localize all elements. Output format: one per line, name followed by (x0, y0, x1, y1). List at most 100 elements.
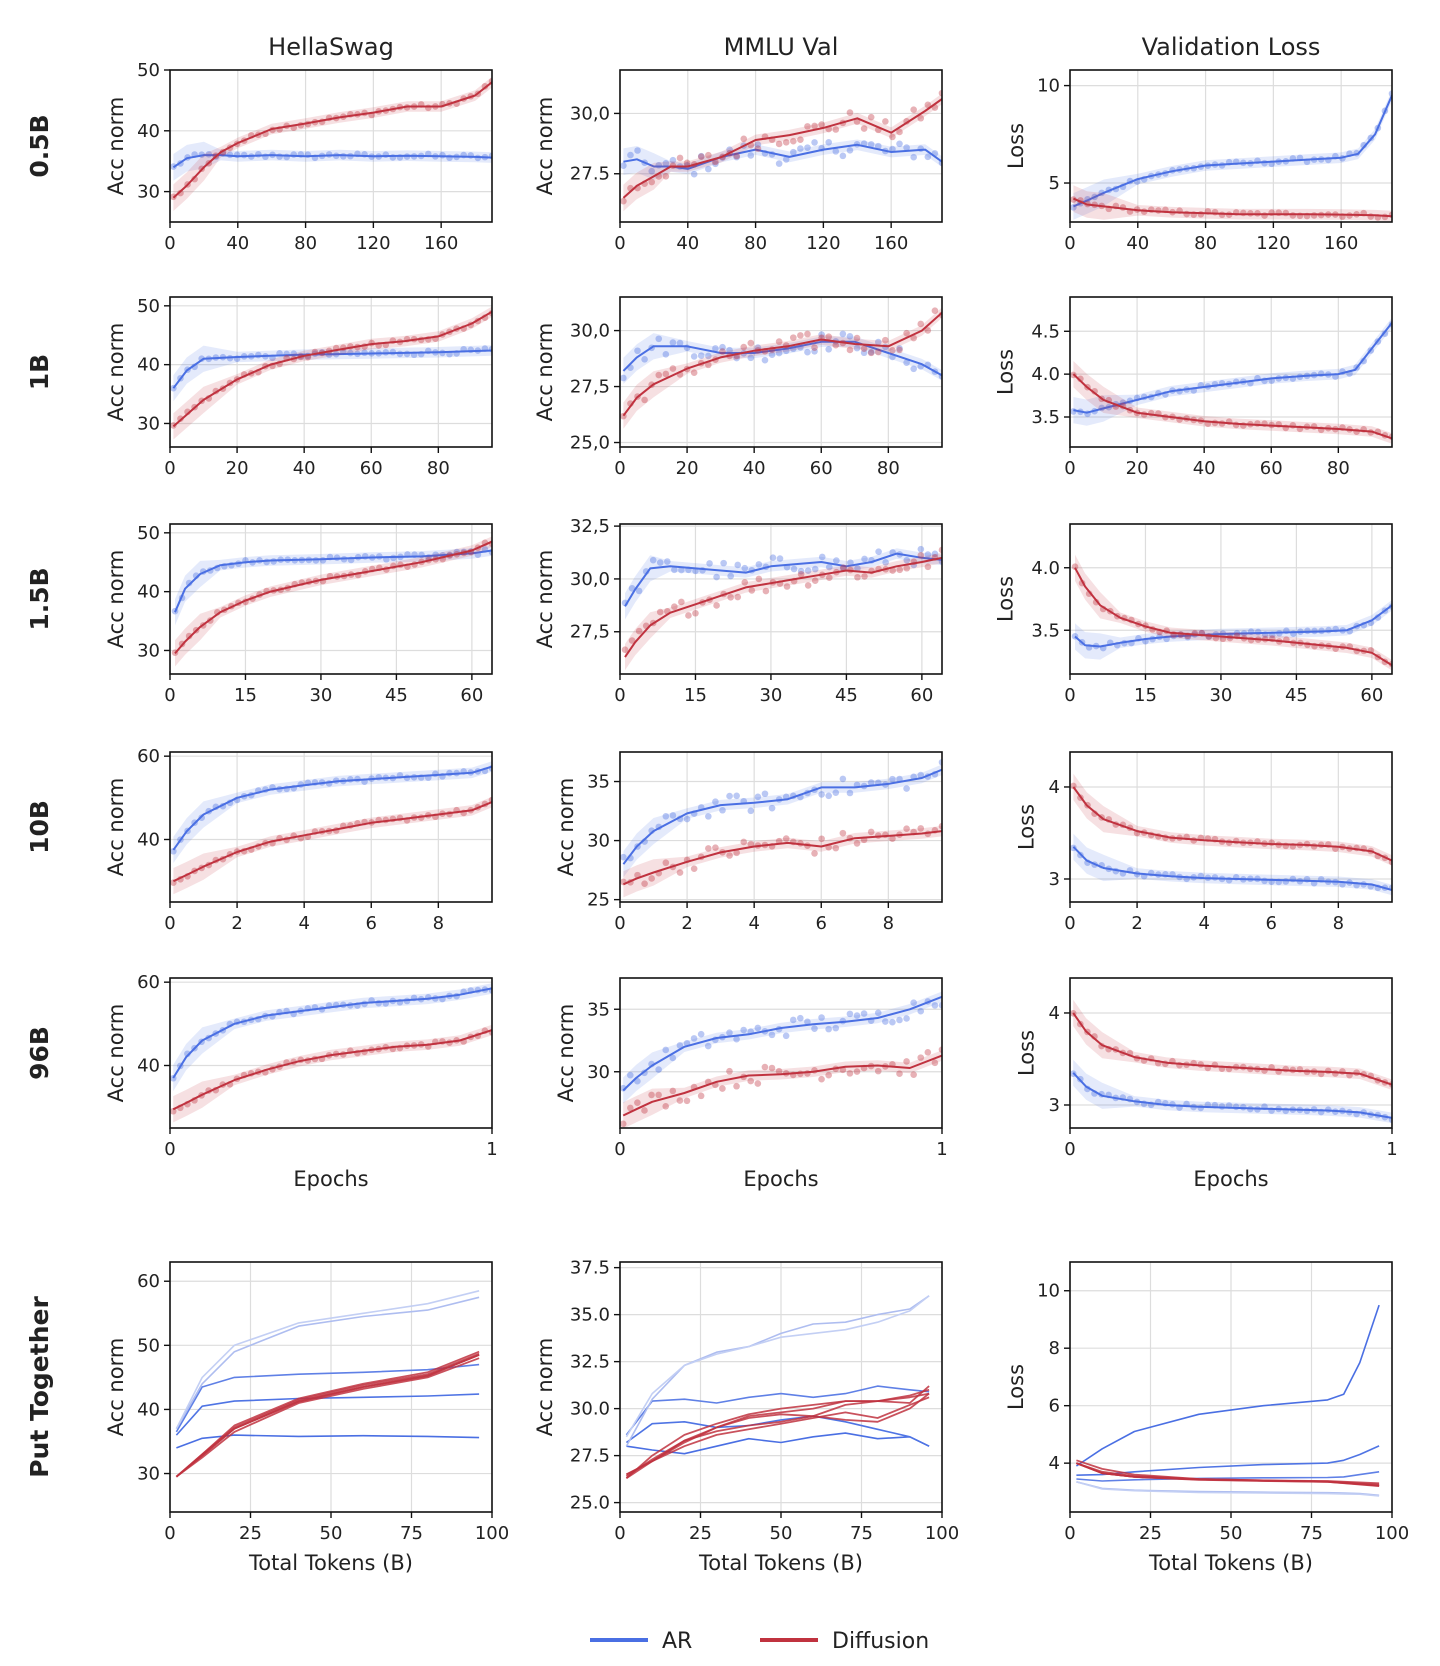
band-ar (173, 141, 492, 181)
y-tick-label: 30 (587, 831, 610, 852)
scatter-point-diffusion (804, 330, 811, 338)
x-tick-label: 8 (883, 913, 894, 934)
scatter-point-diffusion (762, 587, 770, 595)
scatter-point-ar (705, 352, 712, 360)
scatter-point-ar (712, 798, 719, 806)
plot-area (170, 306, 492, 440)
x-tick-label: 1 (1386, 1139, 1397, 1160)
scatter-point-diffusion (678, 598, 685, 606)
scatter-point-ar (846, 1010, 854, 1018)
panel-96b-hellaswag: 0 1 40 60 Acc norm Epochs (104, 972, 498, 1191)
y-tick-label: 27,5 (570, 377, 610, 398)
scatter-point-diffusion (910, 1071, 917, 1078)
x-tick-label: 2 (231, 913, 242, 934)
scatter-point-ar (705, 165, 712, 173)
series-line-diffusion-0.5b (625, 1396, 930, 1476)
axes-frame (619, 751, 943, 903)
scatter-point-ar (747, 807, 755, 815)
scatter-point-diffusion (917, 825, 925, 832)
band-diffusion (623, 1050, 942, 1128)
x-tick-label: 6 (366, 913, 377, 934)
axes-frame (1069, 523, 1393, 675)
series-line-ar-0.5b (1075, 1304, 1380, 1467)
scatter-point-ar (733, 153, 740, 161)
scatter-point-ar (825, 1025, 832, 1033)
x-tick-label: 60 (360, 458, 383, 479)
x-tick-label: 120 (356, 233, 390, 254)
scatter-point-ar (882, 1018, 889, 1025)
axes-frame (1069, 751, 1393, 903)
scatter-point-ar (790, 148, 797, 156)
band-ar (1073, 90, 1392, 220)
y-axis-label: Loss (994, 576, 1018, 622)
series-line-diffusion (1072, 197, 1392, 218)
axes-frame (169, 523, 493, 675)
plot-area (620, 991, 942, 1128)
scatter-point-ar (676, 1042, 684, 1049)
scatter-point-diffusion (896, 346, 903, 354)
scatter-point-ar (833, 557, 840, 564)
scatter-point-diffusion (846, 109, 854, 116)
row-label-1: 1B (25, 354, 54, 390)
scatter-point-diffusion (662, 370, 670, 378)
plot-area (170, 76, 492, 211)
scatter-point-diffusion (853, 334, 861, 342)
scatter-point-diffusion (846, 1070, 854, 1077)
y-tick-label: 30 (137, 182, 160, 203)
y-tick-label: 40 (137, 1056, 160, 1077)
scatter-point-ar (875, 548, 882, 555)
scatter-point-ar (648, 167, 656, 175)
scatter-point-diffusion (917, 114, 925, 122)
scatter-point-ar (818, 553, 826, 561)
x-tick-label: 60 (810, 458, 833, 479)
scatter-point-diffusion (676, 154, 684, 162)
x-tick-label: 30 (759, 685, 782, 706)
series-line-diffusion (1074, 567, 1392, 667)
scatter-point-diffusion (1332, 1070, 1339, 1077)
y-tick-label: 50 (137, 523, 160, 544)
scatter-point-diffusion (790, 137, 797, 145)
scatter-point-diffusion (896, 128, 903, 136)
scatter-point-ar (634, 147, 641, 154)
scatter-point-diffusion (811, 122, 818, 130)
x-tick-label: 0 (1064, 913, 1075, 934)
scatter-point-diffusion (867, 113, 875, 121)
scatter-point-diffusion (697, 153, 705, 161)
y-tick-label: 30.0 (570, 1399, 610, 1420)
scatter-point-diffusion (860, 125, 868, 132)
x-tick-label: 4 (1198, 913, 1209, 934)
y-tick-label: 4.0 (1031, 558, 1060, 579)
scatter-point-diffusion (867, 349, 875, 357)
scatter-point-ar (255, 351, 262, 359)
y-tick-label: 30,0 (570, 569, 610, 590)
scatter-point-diffusion (656, 608, 664, 616)
x-tick-label: 60 (1360, 685, 1383, 706)
scatter-point-ar (811, 139, 818, 146)
panel-1b-mmlu-val: 0 20 40 60 80 25,0 27,5 30,0 Acc norm (533, 296, 943, 479)
scatter-point-ar (861, 555, 868, 563)
scatter-point-diffusion (690, 369, 698, 377)
scatter-point-diffusion (826, 574, 833, 582)
scatter-point-ar (825, 138, 833, 146)
scatter-point-diffusion (676, 869, 684, 876)
scatter-point-diffusion (655, 371, 663, 379)
scatter-point-diffusion (938, 89, 942, 97)
y-axis-label: Acc norm (104, 550, 128, 649)
y-tick-label: 6 (1049, 1396, 1060, 1417)
scatter-point-ar (789, 1016, 797, 1024)
series-line-diffusion (172, 310, 492, 428)
scatter-point-diffusion (628, 637, 636, 644)
band-diffusion (173, 796, 492, 895)
series-line-diffusion-1.5b (625, 1388, 930, 1479)
series-line-ar-0.5b (626, 1432, 930, 1455)
panel-96b-validation-loss: 0 1 3 4 Loss Epochs (1015, 977, 1398, 1191)
scatter-point-ar (797, 145, 804, 152)
scatter-point-diffusion (754, 1080, 762, 1087)
band-diffusion (1073, 773, 1392, 866)
x-tick-label: 160 (1324, 233, 1358, 254)
scatter-point-diffusion (840, 564, 847, 571)
scatter-point-diffusion (620, 1120, 627, 1128)
x-tick-label: 15 (1134, 685, 1157, 706)
scatter-point-diffusion (635, 627, 643, 635)
x-tick-label: 100 (1375, 1523, 1409, 1544)
